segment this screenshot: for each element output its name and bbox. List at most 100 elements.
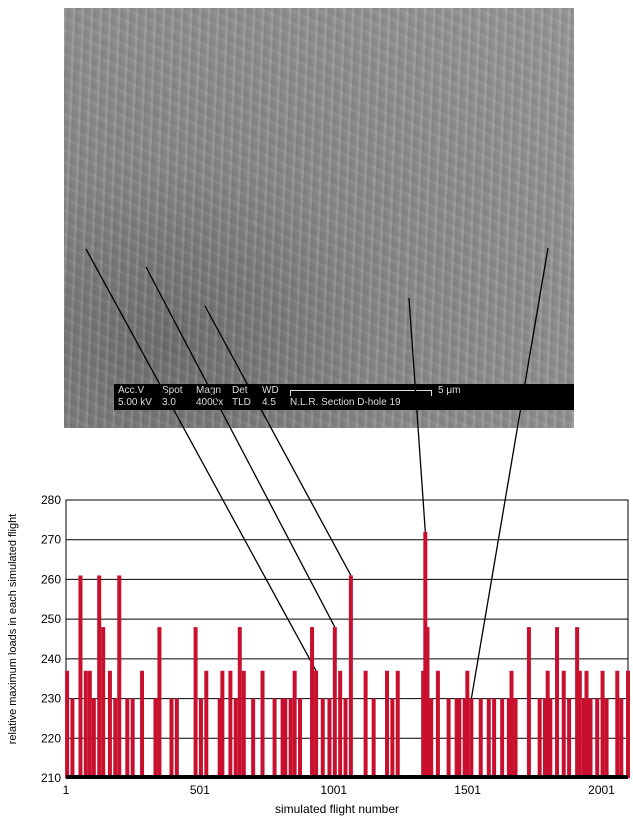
- value-wd: 4.5: [262, 397, 276, 408]
- bar: [140, 670, 145, 778]
- bar: [130, 698, 135, 778]
- bar: [87, 670, 92, 778]
- bar: [385, 670, 390, 778]
- bar: [107, 670, 112, 778]
- value-det: TLD: [232, 397, 251, 408]
- bar: [542, 698, 547, 778]
- bar: [220, 670, 225, 778]
- bar: [561, 670, 566, 778]
- bar: [500, 698, 505, 778]
- bar: [125, 698, 130, 778]
- bar: [626, 670, 630, 778]
- x-axis-title: simulated flight number: [275, 802, 399, 816]
- bar: [575, 627, 580, 778]
- bar: [486, 698, 491, 778]
- bar: [588, 698, 593, 778]
- bar: [332, 627, 337, 778]
- bar: [91, 698, 96, 778]
- bar: [298, 698, 303, 778]
- x-tick-label: 1: [63, 783, 70, 797]
- bar: [65, 670, 70, 778]
- bar: [478, 698, 483, 778]
- bar: [348, 575, 353, 778]
- bar: [454, 698, 459, 778]
- y-tick-label: 240: [41, 652, 61, 666]
- bar: [310, 627, 315, 778]
- label-magn: Magn: [196, 385, 222, 396]
- bar: [421, 670, 426, 778]
- bar: [577, 670, 582, 778]
- bar: [509, 670, 514, 778]
- bar: [555, 627, 560, 778]
- bar: [228, 670, 233, 778]
- bar: [241, 670, 246, 778]
- bar: [217, 698, 222, 778]
- bar: [260, 670, 265, 778]
- micrograph-info-bar: Acc.V Spot Magn Det WD 5 μm 5.00 kV 3.0 …: [114, 384, 574, 410]
- y-tick-label: 270: [41, 533, 61, 547]
- bar: [343, 698, 348, 778]
- bar: [153, 698, 158, 778]
- bar: [395, 670, 400, 778]
- label-scale: 5 μm: [438, 385, 461, 396]
- bar: [506, 698, 511, 778]
- bar: [390, 698, 395, 778]
- bar: [320, 698, 325, 778]
- bar: [492, 698, 497, 778]
- bar: [545, 670, 550, 778]
- bar: [429, 698, 434, 778]
- bar: [198, 698, 203, 778]
- bar: [548, 698, 553, 778]
- value-magn: 4000x: [196, 397, 224, 408]
- bar: [423, 531, 428, 778]
- x-tick-label: 1501: [454, 783, 481, 797]
- x-axis-baseline: [66, 775, 628, 779]
- bar: [251, 698, 256, 778]
- bar: [101, 627, 106, 778]
- bar: [117, 575, 122, 778]
- bar: [581, 698, 586, 778]
- bar: [78, 575, 83, 778]
- bar: [174, 698, 179, 778]
- sem-micrograph: Acc.V Spot Magn Det WD 5 μm 5.00 kV 3.0 …: [64, 8, 574, 428]
- bar: [83, 670, 88, 778]
- bar: [446, 698, 451, 778]
- y-tick-label: 280: [41, 493, 61, 507]
- bar: [435, 670, 440, 778]
- bar: [97, 575, 102, 778]
- value-spot: 3.0: [162, 397, 176, 408]
- x-tick-label: 501: [190, 783, 210, 797]
- bar: [537, 698, 542, 778]
- bar: [288, 698, 293, 778]
- connector-line: [85, 248, 317, 672]
- bar: [462, 698, 467, 778]
- label-wd: WD: [262, 385, 279, 396]
- bar: [469, 698, 474, 778]
- connector-line: [408, 297, 426, 532]
- connector-line: [204, 305, 352, 576]
- y-tick-label: 220: [41, 731, 61, 745]
- bar: [619, 698, 624, 778]
- bar: [157, 627, 162, 778]
- bar: [371, 698, 376, 778]
- bar: [465, 670, 470, 778]
- connector-line: [145, 266, 336, 628]
- bar: [363, 670, 368, 778]
- label-spot: Spot: [162, 385, 183, 396]
- label-acc-v: Acc.V: [118, 385, 145, 396]
- bar: [513, 698, 518, 778]
- bar: [169, 698, 174, 778]
- bar: [615, 670, 620, 778]
- bar: [338, 670, 343, 778]
- bar: [237, 627, 242, 778]
- micrograph-caption: N.L.R. Section D-hole 19: [290, 397, 401, 408]
- connector-line: [470, 247, 549, 699]
- x-tick-label: 1001: [320, 783, 347, 797]
- bar: [595, 698, 600, 778]
- bar: [272, 698, 277, 778]
- bar: [70, 698, 75, 778]
- label-det: Det: [232, 385, 248, 396]
- bar: [584, 670, 589, 778]
